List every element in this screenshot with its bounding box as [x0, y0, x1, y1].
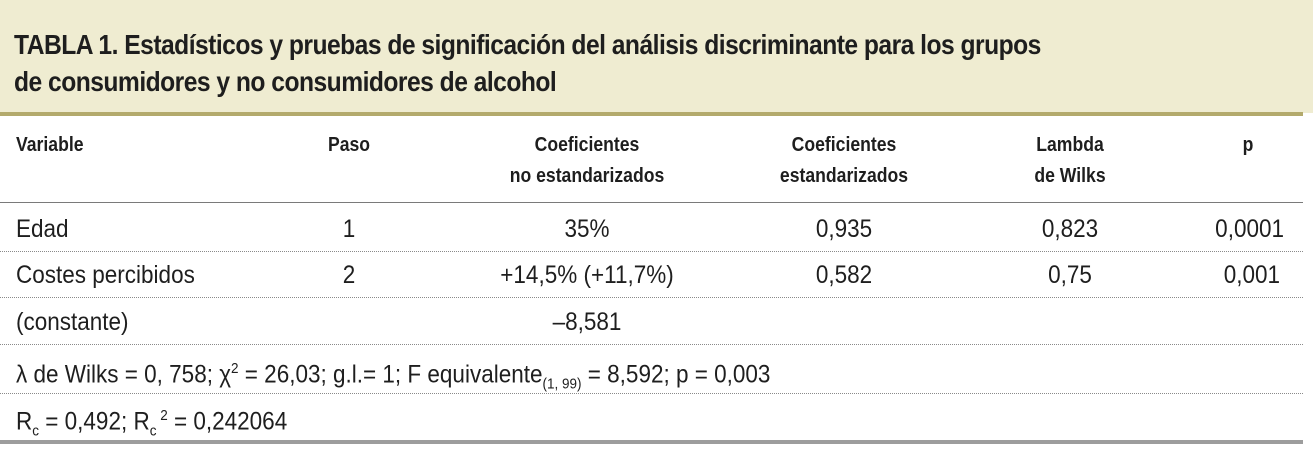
header-variable: Variable	[16, 134, 84, 156]
row-3-coef-no-std: –8,581	[552, 308, 622, 336]
header-paso: Paso	[327, 134, 371, 156]
footer-wilks-text-a: λ de Wilks = 0, 758; χ	[16, 360, 232, 389]
footer-chi-exponent: 2	[231, 360, 239, 377]
footer-rc-stats: Rc = 0,492; Rc 2 = 0,242064	[16, 401, 287, 446]
table-title-band: TABLA 1. Estadísticos y pruebas de signi…	[0, 0, 1313, 113]
bottom-rule	[0, 440, 1303, 444]
row-1-paso: 1	[342, 215, 356, 243]
footer-rc-a: R	[16, 407, 33, 436]
header-lambda-line2: de Wilks	[1034, 165, 1106, 187]
row-divider	[0, 393, 1303, 394]
footer-rc-b: = 0,492; R	[39, 407, 150, 436]
row-2-variable: Costes percibidos	[16, 261, 195, 289]
row-2-coef-no-std: +14,5% (+11,7%)	[500, 261, 674, 289]
footer-wilks-text-c: = 8,592; p = 0,003	[581, 360, 771, 389]
row-2-lambda: 0,75	[1048, 261, 1092, 289]
footer-rc-c: = 0,242064	[167, 407, 288, 436]
footer-wilks-stats: λ de Wilks = 0, 758; χ2 = 26,03; g.l.= 1…	[16, 354, 770, 399]
row-1-coef-no-std: 35%	[564, 215, 610, 243]
header-coef-no-std-line2: no estandarizados	[509, 165, 665, 187]
title-underline	[0, 112, 1303, 116]
row-divider	[0, 344, 1303, 345]
row-1-variable: Edad	[16, 215, 69, 243]
footer-rc-sub-2: c	[149, 422, 157, 440]
footer-rc-sub-1: c	[32, 422, 40, 440]
row-2-p: 0,001	[1223, 261, 1280, 289]
header-coef-std-line1: Coeficientes	[791, 134, 897, 156]
header-rule	[0, 202, 1303, 203]
header-lambda-line1: Lambda	[1036, 134, 1104, 156]
row-2-coef-std: 0,582	[815, 261, 873, 289]
row-1-coef-std: 0,935	[815, 215, 873, 243]
header-p: p	[1242, 134, 1254, 156]
row-divider	[0, 251, 1303, 252]
row-1-p: 0,0001	[1215, 215, 1284, 243]
row-divider	[0, 297, 1303, 298]
table-title-line-1: TABLA 1. Estadísticos y pruebas de signi…	[14, 29, 1041, 60]
footer-wilks-text-b: = 26,03; g.l.= 1; F equivalente	[238, 360, 543, 389]
row-3-variable: (constante)	[16, 308, 129, 336]
header-coef-no-std-line1: Coeficientes	[534, 134, 640, 156]
row-2-paso: 2	[342, 261, 356, 289]
header-coef-std-line2: estandarizados	[779, 165, 909, 187]
table-title-line-2: de consumidores y no consumidores de alc…	[14, 66, 557, 97]
footer-df-subscript: (1, 99)	[542, 375, 582, 393]
row-1-lambda: 0,823	[1041, 215, 1099, 243]
footer-rc-exponent: 2	[156, 407, 168, 424]
